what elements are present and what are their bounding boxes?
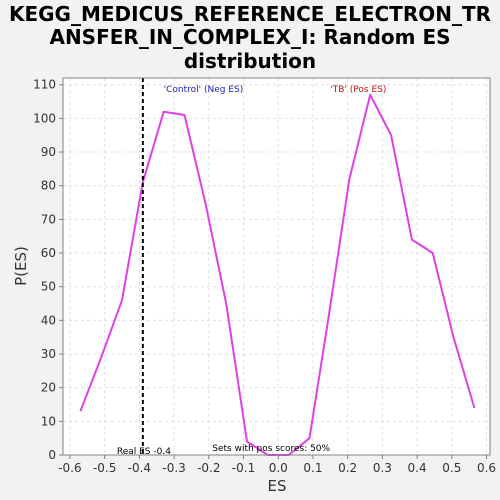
x-tick-label: 0.5 — [442, 461, 461, 475]
x-tick-label: -0.4 — [128, 461, 151, 475]
y-axis-ticks: 0 10 20 30 40 50 60 70 80 90 100 110 — [33, 78, 63, 462]
tb-label: 'TB' (Pos ES) — [330, 85, 386, 95]
real-es-label: Real ES -0.4 — [117, 447, 171, 457]
chart-title-line-3: distribution — [184, 49, 316, 73]
x-tick-label: -0.2 — [197, 461, 220, 475]
x-tick-label: 0.0 — [269, 461, 288, 475]
grid-lines — [63, 78, 490, 456]
control-label: 'Control' (Neg ES) — [164, 85, 244, 95]
x-axis-ticks: -0.6 -0.5 -0.4 -0.3 -0.2 -0.1 0.0 0.1 0.2 0.3 0.4 0… — [58, 455, 496, 475]
chart-title-line-2: ANSFER_IN_COMPLEX_I: Random ES — [49, 25, 450, 49]
y-tick-label: 110 — [33, 78, 56, 92]
chart-title-line-1: KEGG_MEDICUS_REFERENCE_ELECTRON_TR — [9, 2, 491, 26]
y-tick-label: 10 — [41, 414, 56, 428]
plot-border — [62, 77, 491, 456]
y-tick-label: 30 — [41, 347, 56, 361]
y-axis-label: P(ES) — [12, 246, 30, 286]
y-tick-label: 100 — [33, 111, 56, 125]
x-tick-label: 0.4 — [408, 461, 427, 475]
y-tick-label: 40 — [41, 313, 56, 327]
y-tick-label: 70 — [41, 212, 56, 226]
chart-title: KEGG_MEDICUS_REFERENCE_ELECTRON_TR ANSFE… — [9, 2, 491, 73]
y-tick-label: 0 — [48, 448, 56, 462]
x-tick-label: 0.6 — [477, 461, 496, 475]
x-tick-label: -0.1 — [232, 461, 255, 475]
x-tick-label: 0.2 — [338, 461, 357, 475]
plot-area — [63, 78, 490, 455]
y-tick-label: 50 — [41, 280, 56, 294]
x-tick-label: 0.3 — [373, 461, 392, 475]
sets-label: Sets with pos scores: 50% — [212, 444, 330, 454]
x-tick-label: -0.6 — [58, 461, 81, 475]
x-tick-label: 0.1 — [303, 461, 322, 475]
x-tick-label: -0.3 — [162, 461, 185, 475]
x-tick-label: -0.5 — [93, 461, 116, 475]
y-tick-label: 60 — [41, 246, 56, 260]
y-tick-label: 20 — [41, 381, 56, 395]
y-tick-label: 80 — [41, 179, 56, 193]
x-axis-label: ES — [268, 477, 287, 495]
y-tick-label: 90 — [41, 145, 56, 159]
